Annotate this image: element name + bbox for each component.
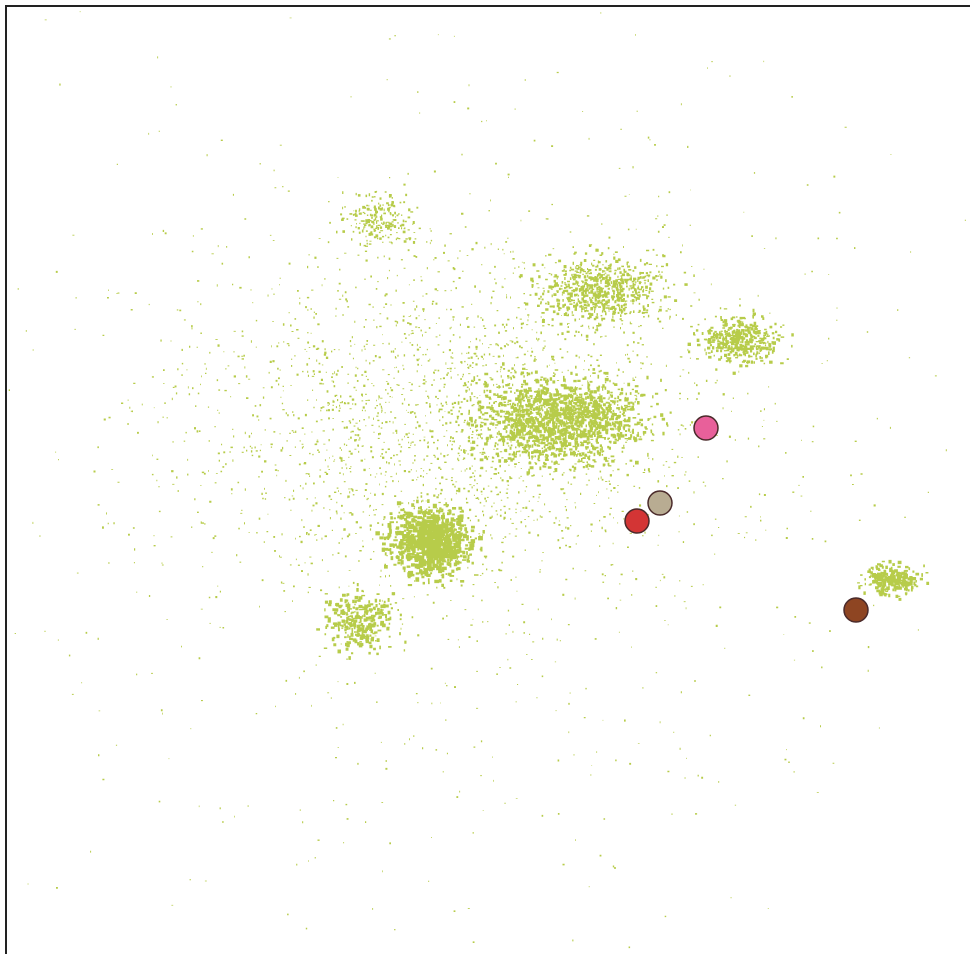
markers xyxy=(624,415,869,623)
marker[interactable] xyxy=(647,490,673,516)
marker[interactable] xyxy=(693,415,719,441)
marker[interactable] xyxy=(624,508,650,534)
marker[interactable] xyxy=(843,597,869,623)
